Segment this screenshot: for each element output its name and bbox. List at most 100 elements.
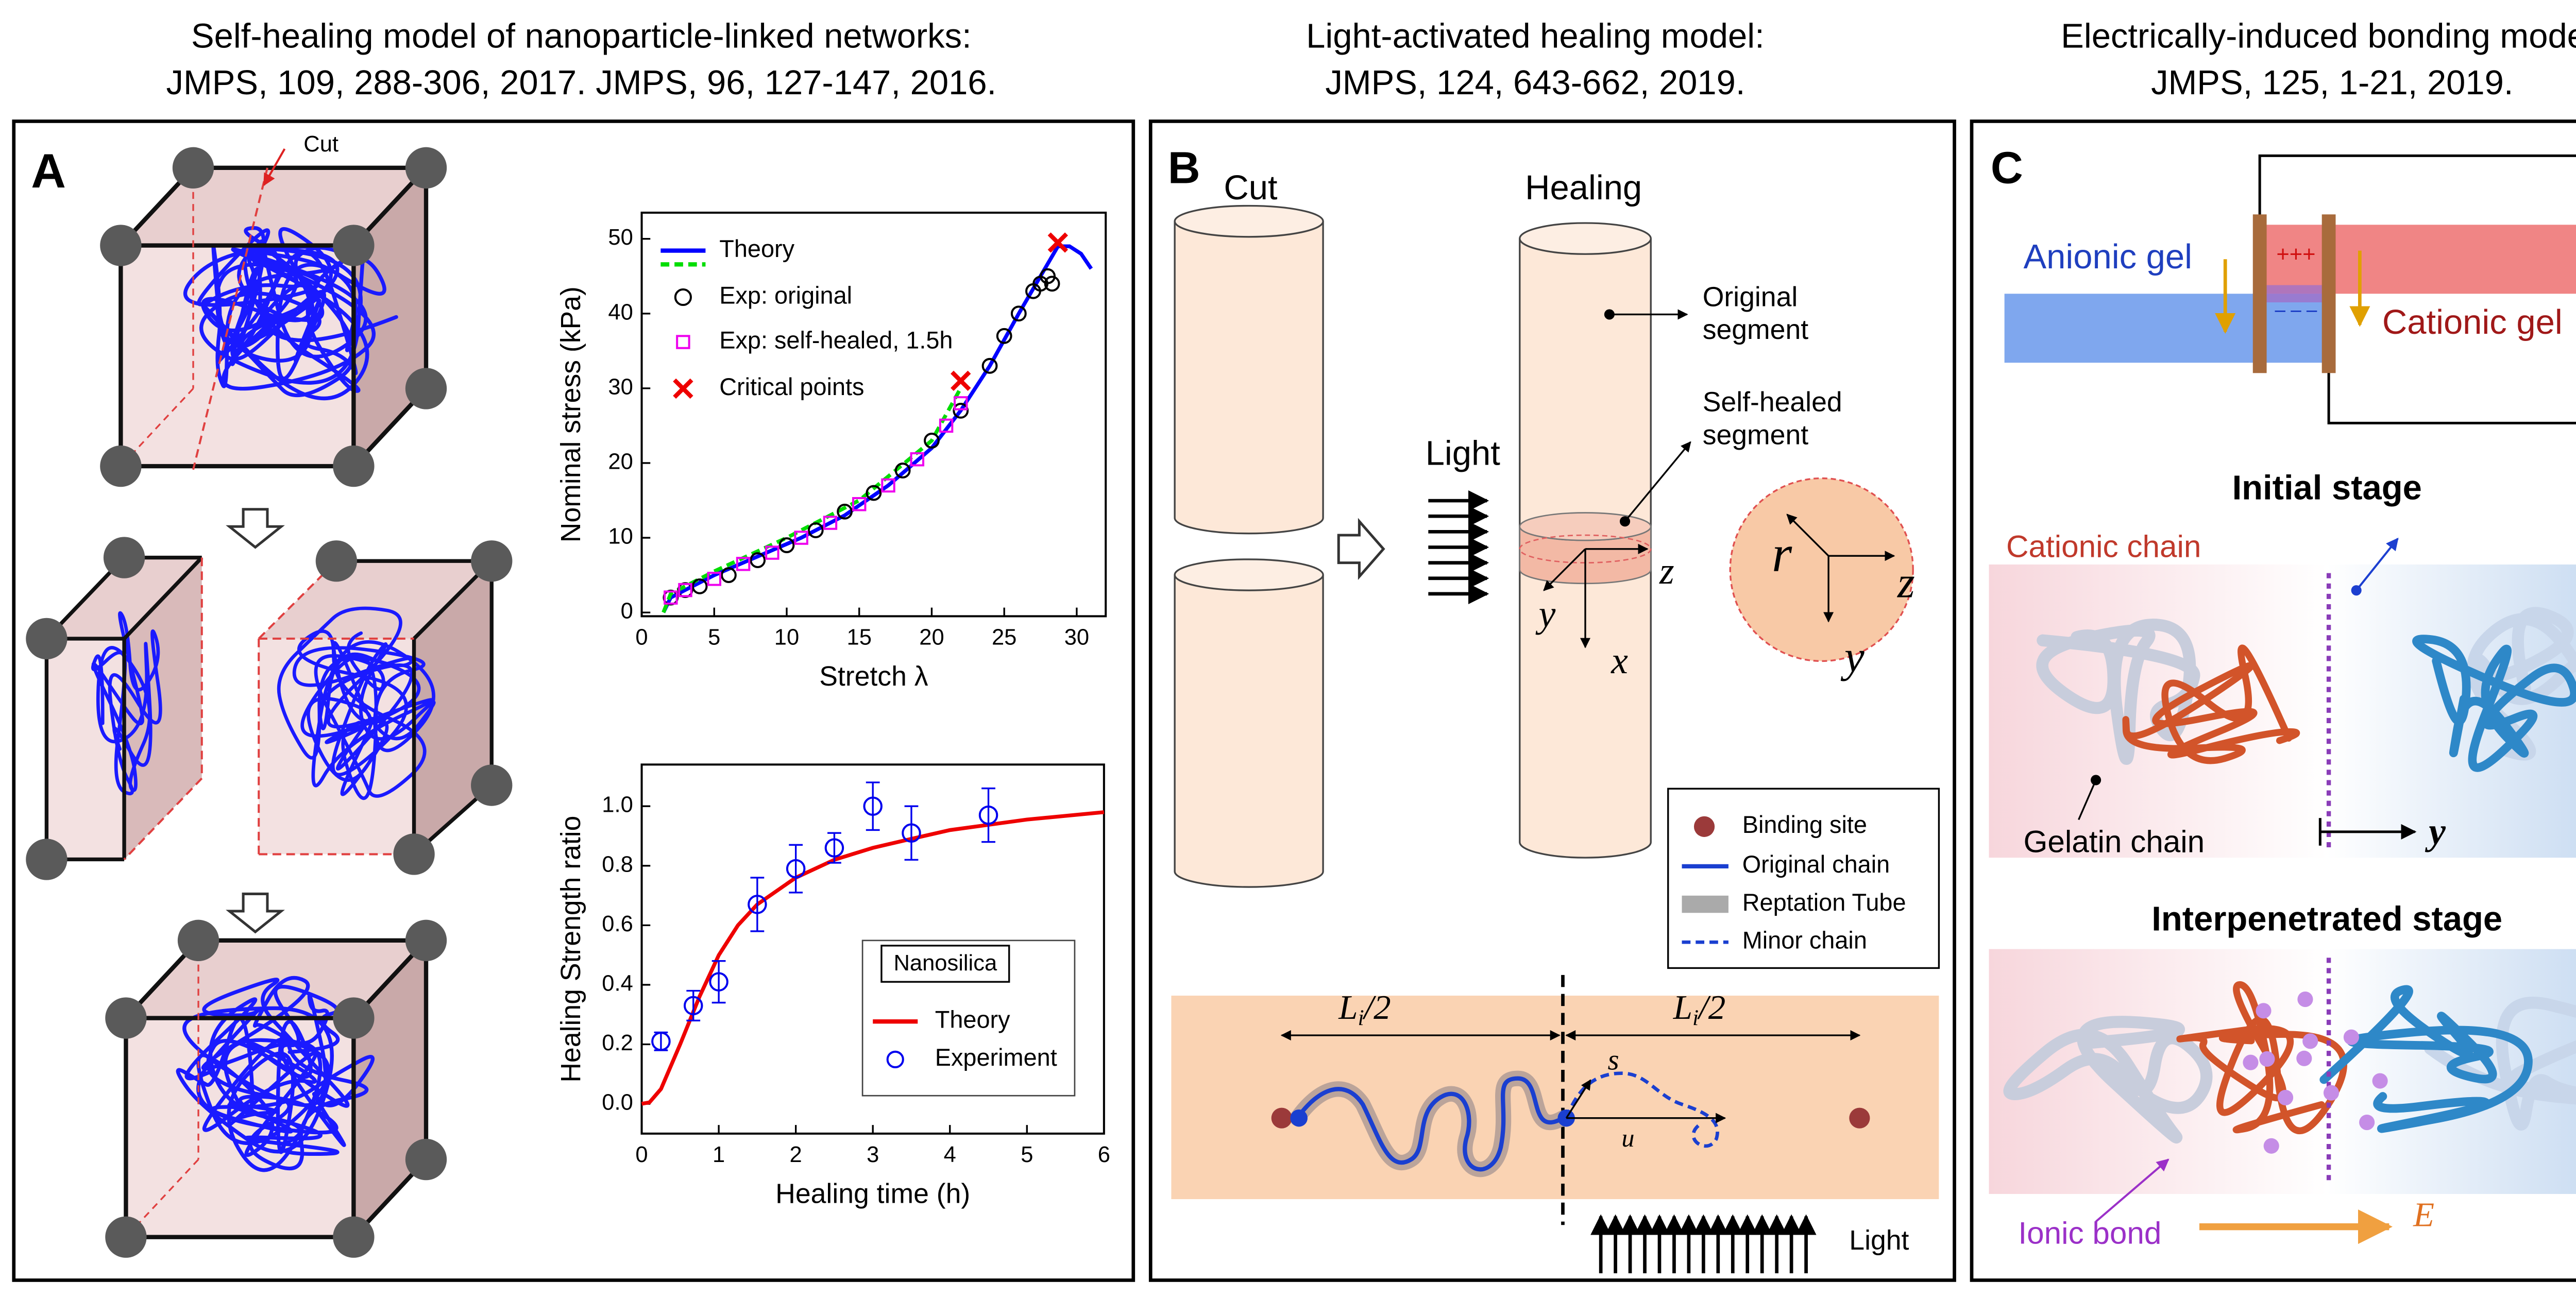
- cylinder-top: [1519, 222, 1652, 255]
- chain-end: [1290, 1109, 1308, 1127]
- electrode: [2321, 214, 2336, 373]
- legend-swatch: [673, 378, 693, 399]
- label: Self-healed: [1703, 387, 1842, 418]
- label: segment: [1703, 420, 1809, 450]
- nanoparticle: [471, 764, 513, 806]
- legend-swatch: [1693, 816, 1715, 837]
- nanoparticle: [172, 147, 214, 189]
- label: +++: [2276, 242, 2315, 267]
- pointer: [2355, 537, 2399, 591]
- half-length-sub: i: [1358, 1005, 1364, 1030]
- label: z: [1897, 557, 1915, 607]
- nanoparticle: [333, 445, 375, 487]
- ionic-bond: [2243, 1054, 2259, 1070]
- legend-title-box: [880, 945, 1010, 983]
- data-point: [721, 567, 737, 583]
- legend-label: Theory: [719, 235, 794, 262]
- data-point: [978, 805, 998, 825]
- ionic-bond: [2263, 1138, 2279, 1154]
- label: Anionic gel: [2023, 237, 2192, 276]
- nanoparticle: [26, 618, 67, 660]
- cut-plane: [192, 167, 268, 470]
- label: Original: [1703, 282, 1798, 312]
- header-text: JMPS, 125, 1-21, 2019.: [2151, 63, 2513, 102]
- x-axis-label: Healing time (h): [775, 1179, 970, 1209]
- label: Cut: [1224, 168, 1278, 207]
- legend-label: Minor chain: [1742, 927, 1867, 954]
- error-bar: [711, 960, 726, 1004]
- electrode: [2252, 214, 2267, 373]
- data-point: [824, 838, 844, 858]
- y-tick-label: 0.2: [602, 1031, 633, 1055]
- data-point: [786, 859, 806, 879]
- cylinder: [1174, 221, 1324, 535]
- label: Ionic bond: [2018, 1215, 2161, 1250]
- x-tick-label: 4: [944, 1142, 956, 1167]
- half-length-rest: /2: [1697, 988, 1725, 1027]
- nanoparticle: [405, 368, 447, 409]
- nanoparticle: [405, 147, 447, 189]
- cube-face: [126, 1018, 354, 1237]
- legend-label: Binding site: [1742, 811, 1867, 838]
- x-tick-label: 5: [708, 625, 720, 650]
- x-tick-label: 1: [713, 1142, 725, 1167]
- cylinder-top: [1174, 204, 1324, 238]
- chain: [183, 226, 398, 401]
- ionic-bond: [2296, 1050, 2312, 1066]
- cylinder-top: [1174, 558, 1324, 591]
- nanoparticle: [471, 540, 513, 582]
- legend-box: [1667, 788, 1940, 969]
- cationic-chain: [2176, 981, 2347, 1134]
- data-point: [954, 396, 968, 411]
- panel-label: B: [1168, 143, 1200, 193]
- label: r: [1772, 525, 1792, 583]
- legend-label: Experiment: [935, 1044, 1057, 1071]
- error-bar: [981, 787, 995, 843]
- nanoparticle: [333, 225, 375, 266]
- x-tick-label: 0: [635, 625, 648, 650]
- x-tick-label: 5: [1021, 1142, 1033, 1167]
- half-face: [46, 638, 125, 860]
- data-point: [750, 552, 766, 568]
- original-chain: [1295, 1076, 1564, 1172]
- half-length-main: L: [1338, 988, 1358, 1027]
- axis-arrow: [1543, 548, 1586, 591]
- process-arrow: [226, 892, 285, 934]
- label: z: [1659, 550, 1674, 592]
- nanoparticle: [333, 997, 375, 1039]
- pointer: [1624, 441, 1691, 522]
- legend-label: Theory: [935, 1006, 1010, 1033]
- cut-arrow: [263, 148, 286, 186]
- header-text: JMPS, 109, 288-306, 2017. JMPS, 96, 127-…: [166, 63, 997, 102]
- label: Cationic chain: [2006, 529, 2201, 564]
- x-tick-label: 25: [992, 625, 1016, 650]
- minor-chain: [1565, 1071, 1719, 1148]
- data-point: [1010, 305, 1027, 322]
- label: Light: [1849, 1225, 1909, 1256]
- label: Interpenetrated stage: [2151, 900, 2502, 938]
- ionic-bond: [2302, 1033, 2318, 1049]
- half-length-main: L: [1673, 988, 1692, 1027]
- nanoparticle: [105, 1216, 147, 1258]
- process-arrow: [1337, 518, 1385, 580]
- ionic-bond: [2359, 1114, 2375, 1131]
- gelatin-chain: [2003, 1016, 2213, 1144]
- panel-frame: [12, 119, 1136, 1282]
- data-point: [691, 578, 708, 594]
- tube-region: [1171, 995, 1939, 1200]
- process-arrow: [226, 508, 285, 549]
- y-tick-label: 20: [608, 449, 633, 474]
- data-point: [852, 497, 867, 511]
- cross-section: [1729, 477, 1914, 662]
- half-edge-cut: [123, 777, 203, 860]
- label: E: [2413, 1195, 2434, 1234]
- label: – – –: [2275, 299, 2317, 320]
- y-tick-label: 0: [621, 599, 633, 624]
- error-bar: [827, 832, 841, 864]
- half-edge: [123, 556, 204, 640]
- label: y: [1535, 593, 1556, 635]
- legend-label: Reptation Tube: [1742, 889, 1906, 916]
- y-tick-label: 30: [608, 374, 633, 399]
- legend-label: Exp: original: [719, 282, 852, 309]
